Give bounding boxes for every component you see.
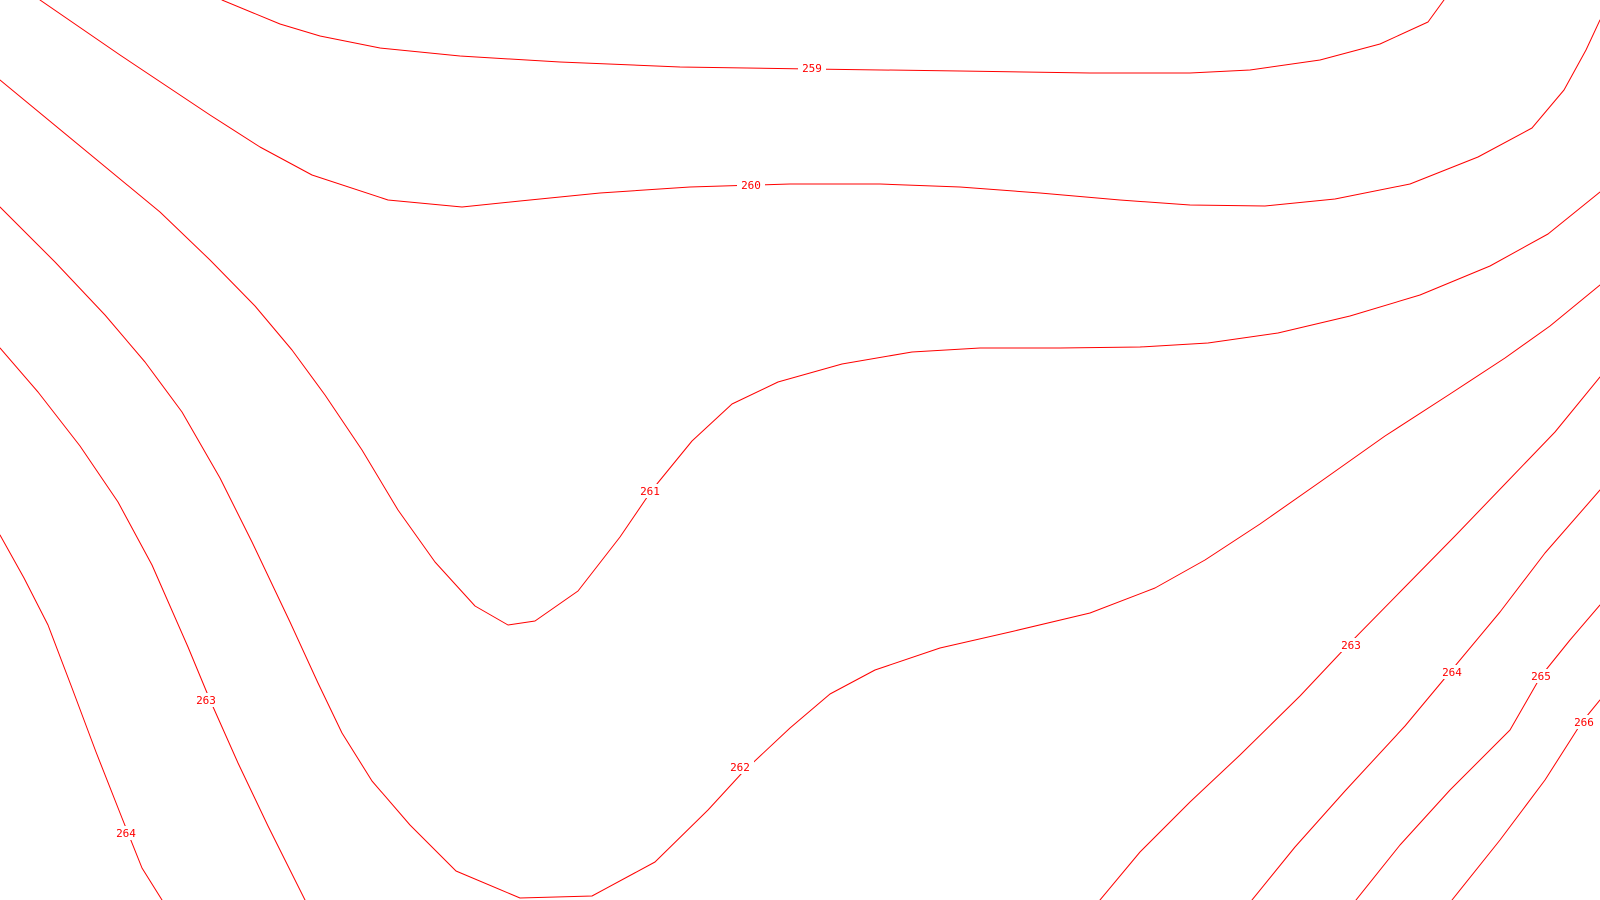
contour-line-261 [0,79,1600,626]
contour-line-260 [39,0,1600,208]
contour-label: 262 [730,761,750,774]
contour-label: 266 [1574,716,1594,729]
contour-line-266 [1451,699,1600,900]
contour-line-265 [1355,604,1600,900]
contour-label: 263 [1341,639,1361,652]
contour-label: 261 [640,485,660,498]
contour-label-bg [1527,669,1555,683]
contour-line-262 [0,206,1600,899]
contour-263-west: 263 [0,347,306,900]
contour-262: 262 [0,206,1600,899]
contour-label: 263 [196,694,216,707]
contour-263-east: 263 [1099,376,1600,900]
contour-label-bg [636,484,664,498]
contour-label-bg [192,693,220,707]
contour-label: 265 [1531,670,1551,683]
contour-label-bg [1438,665,1466,679]
contour-label: 260 [741,179,761,192]
contour-label-bg [798,61,826,75]
contour-266: 266 [1451,699,1600,900]
contour-265: 265 [1355,604,1600,900]
contour-line-263-west [0,347,306,900]
contour-label-bg [1337,638,1365,652]
contour-line-264-west [0,534,163,900]
contour-261: 261 [0,79,1600,626]
contour-label-bg [1570,715,1598,729]
contour-label: 259 [802,62,822,75]
contour-label: 264 [1442,666,1462,679]
contour-264-east: 264 [1251,489,1600,900]
contour-label-bg [726,760,754,774]
contour-label: 264 [116,827,136,840]
contour-label-bg [737,178,765,192]
contour-259: 259 [221,0,1445,75]
contour-260: 260 [39,0,1600,208]
contour-label-bg [112,826,140,840]
contour-264-west: 264 [0,534,163,900]
contour-line-259 [221,0,1445,74]
contour-line-264-east [1251,489,1600,900]
